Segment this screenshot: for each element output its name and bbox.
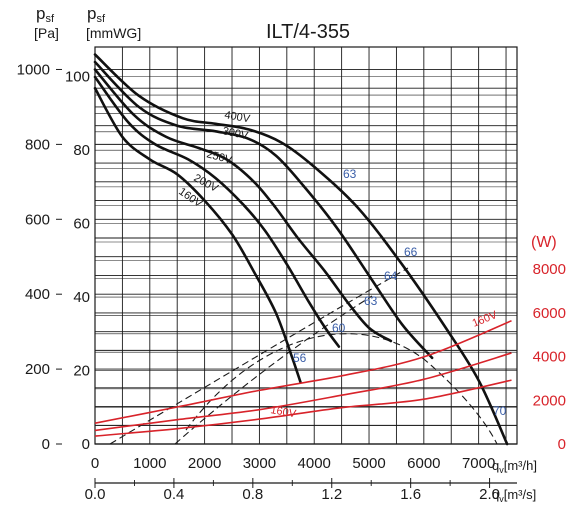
x-tick-m3h: 4000: [298, 455, 331, 472]
y-axis-pa-header: psf [Pa]: [34, 4, 59, 41]
pressure-curve-160v: [93, 86, 302, 384]
x-axis-m3h-label: qv[m³/h]: [492, 458, 537, 475]
x-tick-m3s: 1.6: [400, 486, 421, 503]
y-axis-pa-ticks: 0 200 400 600 800 1000: [17, 61, 62, 453]
svg-text:psf: psf: [36, 4, 55, 25]
efficiency-label-70: 70: [493, 404, 507, 418]
y-axis-mmwg-header: psf [mmWG]: [86, 4, 141, 41]
chart-title: ILT/4-355: [266, 21, 350, 43]
x-axis-m3s-ticks: 0.0 0.4 0.8 1.2 1.6 2.0: [85, 478, 500, 503]
y-tick-pa: 400: [25, 286, 50, 303]
efficiency-label-56: 56: [293, 351, 307, 365]
efficiency-label-60: 60: [332, 321, 346, 335]
x-tick-m3h: 2000: [188, 455, 221, 472]
x-tick-m3h: 1000: [133, 455, 166, 472]
pressure-curve-250v: [93, 68, 393, 343]
y-axis-power-unit: (W): [531, 234, 557, 251]
y-tick-pa: 0: [42, 436, 50, 453]
x-tick-m3h: 6000: [407, 455, 440, 472]
y-tick-mmwg: 0: [82, 436, 90, 453]
efficiency-label-66: 66: [404, 245, 418, 259]
efficiency-lines: [109, 267, 498, 445]
power-curve-2: [94, 320, 512, 424]
y-tick-power: 0: [558, 436, 566, 453]
y-tick-mmwg: 60: [73, 216, 90, 233]
curve-label-300v: 300V: [221, 125, 249, 142]
x-tick-m3h: 0: [91, 455, 99, 472]
x-tick-m3s: 2.0: [479, 486, 500, 503]
y-tick-mmwg: 20: [73, 363, 90, 380]
x-tick-m3s: 1.2: [321, 486, 342, 503]
y-tick-mmwg: 40: [73, 289, 90, 306]
y-axis-power-ticks: 0 2000 4000 6000 8000: [533, 261, 566, 453]
y-tick-power: 4000: [533, 349, 566, 366]
pressure-curves: [93, 53, 509, 446]
x-axis-m3h-ticks: 0 1000 2000 3000 4000 5000 6000 7000: [91, 455, 495, 472]
pressure-curve-200v: [93, 75, 341, 348]
x-tick-m3s: 0.0: [85, 486, 106, 503]
x-tick-m3h: 7000: [462, 455, 495, 472]
curve-label-400v: 400V: [223, 109, 251, 125]
pressure-curve-300v: [93, 60, 434, 360]
y-tick-pa: 800: [25, 136, 50, 153]
y-tick-pa: 200: [25, 361, 50, 378]
y-tick-power: 8000: [533, 261, 566, 278]
y-tick-mmwg: 100: [65, 69, 90, 86]
svg-text:psf: psf: [87, 4, 106, 25]
efficiency-label-63-upper: 63: [343, 167, 357, 181]
x-tick-m3s: 0.4: [163, 486, 184, 503]
x-tick-m3h: 5000: [352, 455, 385, 472]
power-curve-1: [94, 352, 512, 432]
power-label-160v-lower: 160V: [269, 404, 297, 420]
y-tick-power: 2000: [533, 392, 566, 409]
y-tick-power: 6000: [533, 305, 566, 322]
efficiency-label-64: 64: [384, 269, 398, 283]
x-tick-m3s: 0.8: [242, 486, 263, 503]
y-tick-mmwg: 80: [73, 142, 90, 159]
y-axis-mmwg-ticks: 0 20 40 60 80 100: [65, 69, 90, 453]
y-tick-pa: 600: [25, 211, 50, 228]
efficiency-labels: 63 66 64 63 60 56 70: [293, 167, 507, 418]
pressure-curve-400v: [93, 53, 509, 446]
x-tick-m3h: 3000: [243, 455, 276, 472]
y-tick-pa: 1000: [17, 61, 50, 78]
svg-text:[Pa]: [Pa]: [34, 25, 59, 41]
svg-text:[mmWG]: [mmWG]: [86, 25, 141, 41]
x-axis-m3s-label: qv[m³/s]: [492, 487, 536, 504]
efficiency-label-63: 63: [364, 294, 378, 308]
power-curve-0: [94, 379, 512, 437]
power-curves: [94, 320, 512, 437]
